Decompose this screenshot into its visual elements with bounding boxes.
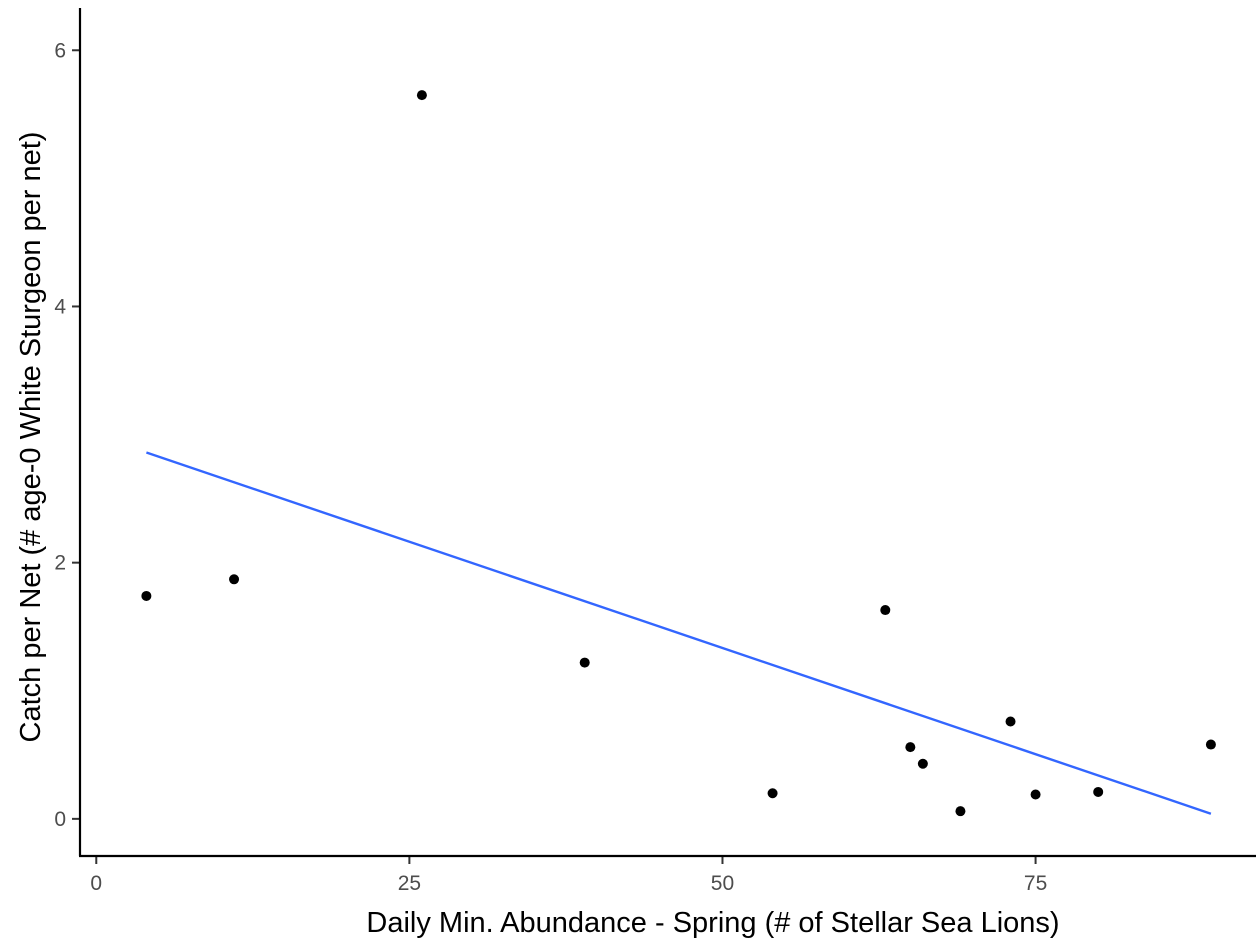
y-tick-label: 6 [54,39,66,62]
data-point [1030,789,1041,800]
data-point [917,758,928,769]
x-axis-title: Daily Min. Abundance - Spring (# of Stel… [366,907,1059,939]
y-tick-label: 2 [54,552,66,575]
data-point [416,90,427,101]
data-point [880,605,891,616]
data-point [141,590,152,601]
y-tick-label: 0 [54,808,66,831]
y-tick-label: 4 [54,295,66,318]
data-point [767,788,778,799]
trend-line-layer [146,451,1212,815]
x-tick-label: 75 [1024,872,1047,895]
x-tick-label: 50 [711,872,734,895]
x-tick-label: 0 [90,872,102,895]
x-axis-ticks: 0 25 50 75 [90,856,1047,895]
y-axis-ticks: 0 2 4 6 [54,39,80,831]
data-point [1093,786,1104,797]
x-tick-label: 25 [398,872,421,895]
data-point [579,657,590,668]
data-point [905,742,916,753]
y-axis-title: Catch per Net (# age-0 White Sturgeon pe… [15,132,47,743]
data-point [1005,716,1016,727]
data-point [229,574,240,585]
data-point [1205,739,1216,750]
trend-line [146,451,1212,815]
data-points-layer [141,90,1216,817]
data-point [955,806,966,817]
